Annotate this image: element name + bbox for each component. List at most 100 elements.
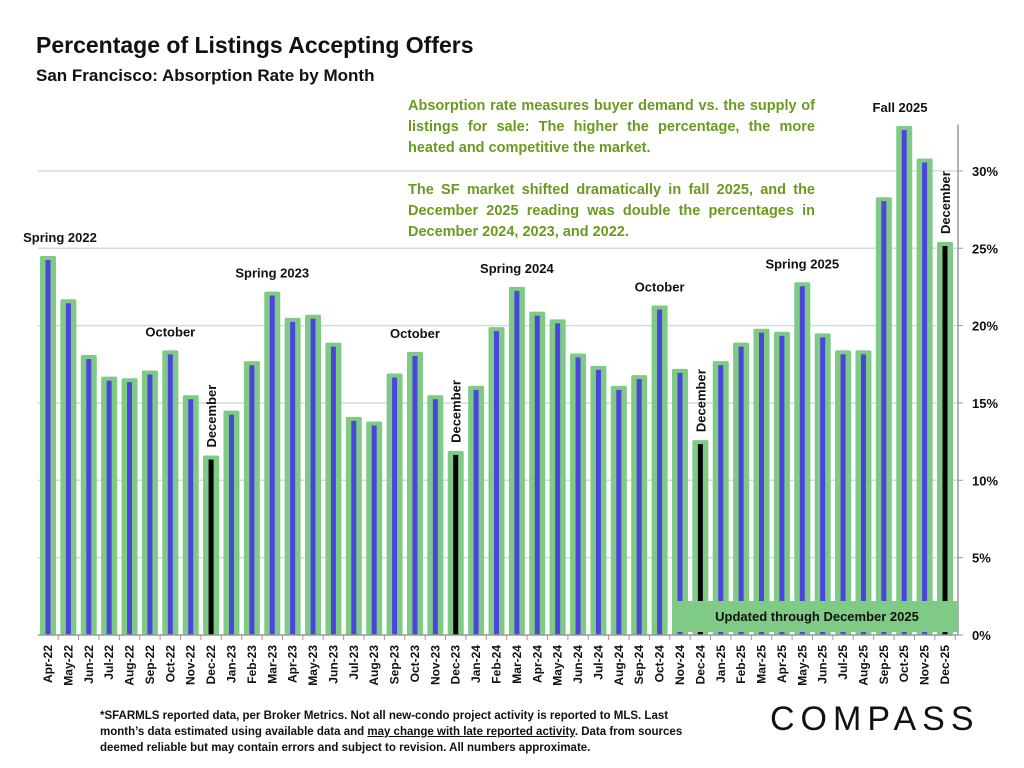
- chart-subtitle: San Francisco: Absorption Rate by Month: [36, 66, 375, 85]
- x-tick-label: Apr-23: [286, 645, 300, 683]
- annotation-label: Spring 2024: [480, 261, 554, 276]
- x-tick-label: Jun-25: [816, 645, 830, 684]
- bar-inner: [636, 379, 642, 635]
- x-tick-label: Oct-22: [163, 645, 177, 683]
- bar-inner: [249, 365, 255, 635]
- bar-inner: [575, 357, 581, 635]
- x-tick-label: Jan-25: [714, 645, 728, 683]
- bar-inner: [188, 399, 194, 635]
- bar-inner: [942, 246, 948, 635]
- bar-inner: [514, 290, 520, 635]
- annotation-label: December: [449, 380, 464, 443]
- x-tick-label: Oct-24: [653, 645, 667, 683]
- bar-inner: [290, 321, 296, 635]
- bar-inner: [697, 444, 703, 635]
- annotation-label: Spring 2023: [235, 266, 309, 281]
- bar-inner: [310, 318, 316, 635]
- bar-inner: [371, 425, 377, 635]
- bar-inner: [738, 346, 744, 635]
- bar-inner: [269, 295, 275, 635]
- footnote-part2: . Data from sources deemed reliable but …: [100, 726, 683, 754]
- bar-inner: [901, 130, 907, 636]
- x-tick-label: Feb-23: [245, 645, 259, 684]
- bar-inner: [555, 323, 561, 635]
- bar-inner: [432, 399, 438, 635]
- x-tick-label: Nov-24: [673, 645, 687, 685]
- bar-inner: [127, 382, 133, 635]
- x-tick-label: Jul-25: [836, 645, 850, 680]
- x-tick-label: Dec-25: [938, 645, 952, 685]
- bar-inner: [922, 162, 928, 636]
- bar-inner: [534, 315, 540, 635]
- bar-inner: [881, 201, 887, 635]
- x-tick-label: May-24: [551, 645, 565, 686]
- bar-inner: [657, 309, 663, 635]
- x-tick-label: May-25: [795, 645, 809, 686]
- updated-box: [676, 601, 958, 632]
- bar-inner: [392, 377, 398, 635]
- x-tick-label: Nov-22: [184, 645, 198, 685]
- x-tick-label: Apr-22: [41, 645, 55, 683]
- x-tick-label: Mar-23: [265, 645, 279, 684]
- annotation-label: Spring 2022: [23, 230, 97, 245]
- bar-inner: [494, 331, 499, 635]
- y-tick-label: 25%: [972, 241, 998, 256]
- annotation-label: October: [145, 324, 195, 339]
- note-paragraph-1: Absorption rate measures buyer demand vs…: [408, 98, 815, 156]
- bar-inner: [860, 354, 866, 635]
- x-tick-label: Dec-24: [693, 645, 707, 685]
- annotation-label: Spring 2025: [765, 256, 839, 271]
- x-tick-label: Feb-24: [490, 645, 504, 684]
- bar-inner: [473, 389, 479, 635]
- x-tick-label: Jan-24: [469, 645, 483, 683]
- x-tick-label: May-22: [61, 645, 75, 686]
- bar-inner: [228, 414, 234, 635]
- updated-label: Updated through December 2025: [715, 609, 919, 624]
- bar-inner: [65, 303, 71, 635]
- x-tick-label: Jun-22: [82, 645, 96, 684]
- x-tick-label: Sep-25: [877, 645, 891, 685]
- bar-inner: [351, 420, 357, 635]
- bar-inner: [595, 369, 601, 635]
- x-tick-label: Dec-23: [449, 645, 463, 685]
- x-tick-label: Jul-23: [347, 645, 361, 680]
- x-tick-label: Jan-23: [224, 645, 238, 683]
- bar-inner: [779, 335, 785, 635]
- x-tick-label: Nov-23: [428, 645, 442, 685]
- x-tick-label: Jul-24: [591, 645, 605, 680]
- footnote: *SFARMLS reported data, per Broker Metri…: [100, 708, 700, 756]
- bar-inner: [840, 354, 846, 635]
- y-tick-label: 10%: [972, 473, 998, 488]
- annotation-label: Fall 2025: [873, 100, 928, 115]
- bar-inner: [820, 337, 826, 635]
- x-tick-label: Dec-22: [204, 645, 218, 685]
- x-tick-label: Sep-23: [388, 645, 402, 685]
- bar-inner: [799, 286, 805, 635]
- annotation-note: Absorption rate measures buyer demand vs…: [408, 96, 815, 264]
- x-tick-label: Jun-23: [326, 645, 340, 684]
- bar-inner: [86, 358, 92, 635]
- bar-inner: [208, 459, 214, 635]
- x-tick-label: Jul-22: [102, 645, 116, 680]
- bar-inner: [330, 346, 336, 635]
- annotation-label: December: [693, 369, 708, 432]
- x-tick-label: Apr-25: [775, 645, 789, 683]
- x-tick-label: Mar-25: [755, 645, 769, 684]
- x-tick-label: Oct-25: [897, 645, 911, 683]
- footnote-underlined: may change with late reported activity: [367, 726, 575, 738]
- bar-inner: [616, 389, 622, 635]
- x-tick-label: Aug-25: [856, 645, 870, 686]
- y-tick-label: 30%: [972, 164, 998, 179]
- x-tick-label: Jun-24: [571, 645, 585, 684]
- bar-inner: [412, 355, 418, 635]
- x-tick-label: Aug-22: [123, 645, 137, 686]
- bar-inner: [167, 354, 173, 635]
- bar-inner: [45, 259, 51, 635]
- annotation-label: December: [938, 171, 953, 234]
- annotation-label: October: [390, 326, 440, 341]
- annotation-label: December: [204, 385, 219, 448]
- footnote-part1: *SFARMLS reported data, per Broker Metri…: [100, 710, 669, 738]
- y-tick-label: 0%: [972, 628, 991, 643]
- bar-inner: [759, 332, 765, 635]
